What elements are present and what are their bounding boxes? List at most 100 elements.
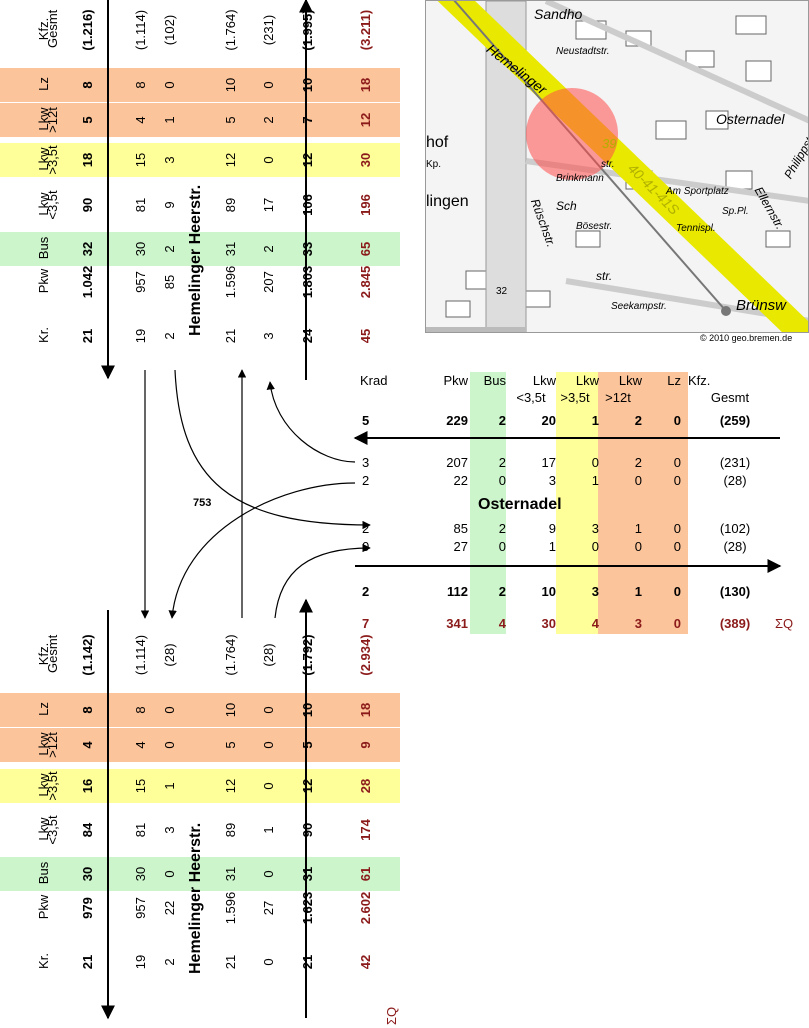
- right-header-kfz-gesamt-line2: Gesmt: [710, 390, 750, 405]
- right-band-lkw-gt12: [598, 372, 640, 634]
- right-cell-lkw-gt12: 2: [634, 455, 642, 470]
- right-header-lkw-lt35-line1: Lkw: [532, 373, 556, 388]
- turn-right-to-top-arrow: [266, 381, 356, 463]
- right-cell-bus: 2: [498, 413, 506, 428]
- right-cell-lkw-gt35: 0: [591, 455, 599, 470]
- map-label-hof: hof: [426, 134, 449, 151]
- map-label-line-39: 39: [602, 136, 617, 151]
- right-cell-lkw-gt12: 1: [634, 521, 642, 536]
- right-cell-lkw-gt35: 4: [591, 616, 599, 631]
- right-cell-lkw-gt12: 2: [634, 413, 642, 428]
- right-cell-lkw-gt35: 3: [591, 521, 599, 536]
- right-cell-kfz-gesamt: (389): [719, 616, 751, 631]
- right-header-krad-line1: Krad: [360, 373, 388, 388]
- right-header-lkw-gt12-line1: Lkw: [618, 373, 642, 388]
- right-cell-lz: 0: [673, 539, 681, 554]
- right-header-lkw-gt12-line2: >12t: [605, 390, 631, 405]
- right-cell-lkw-gt35: 3: [591, 584, 599, 599]
- right-cell-pkw: 207: [446, 455, 468, 470]
- right-sum-label: ΣQ: [775, 616, 794, 631]
- right-cell-lz: 0: [673, 473, 681, 488]
- right-cell-lkw-gt35: 1: [591, 473, 599, 488]
- band-bus: [0, 857, 400, 891]
- right-header-lkw-gt35-line2: >3,5t: [560, 390, 590, 405]
- map-copyright: © 2010 geo.bremen.de: [700, 333, 793, 343]
- right-cell-lkw-gt35: 0: [591, 539, 599, 554]
- right-cell-krad: 2: [362, 584, 370, 599]
- right-cell-kfz-gesamt: (28): [723, 473, 747, 488]
- right-cell-lkw-gt35: 1: [591, 413, 599, 428]
- map-label-kp: Kp.: [426, 159, 442, 170]
- right-cell-krad: 2: [362, 473, 370, 488]
- right-header-lkw-gt35-line1: Lkw: [575, 373, 599, 388]
- right-cell-pkw: 27: [453, 539, 468, 554]
- right-cell-bus: 4: [498, 616, 506, 631]
- right-cell-lkw-gt12: 3: [634, 616, 642, 631]
- map-label-brunsw: Brünsw: [736, 297, 787, 314]
- map-label-sch: Sch: [556, 199, 577, 213]
- center-value: 753: [193, 497, 212, 509]
- map-label-lingen: lingen: [426, 193, 469, 210]
- map-label-bosestr: Bösestr.: [576, 221, 613, 232]
- map-label-brinkmann: Brinkmann: [556, 173, 604, 184]
- right-cell-lkw-lt35: 30: [541, 616, 556, 631]
- right-cell-lkw-lt35: 1: [548, 539, 556, 554]
- right-cell-bus: 0: [498, 473, 506, 488]
- right-cell-pkw: 229: [446, 413, 468, 428]
- right-cell-krad: 3: [362, 455, 370, 470]
- right-cell-lkw-lt35: 10: [541, 584, 556, 599]
- right-cell-lz: 0: [673, 584, 681, 599]
- right-cell-bus: 2: [498, 584, 506, 599]
- right-cell-lz: 0: [673, 413, 681, 428]
- band-lkw-gt12: [0, 728, 400, 762]
- band-bus: [0, 232, 400, 266]
- map-label-osternadel: Osternadel: [716, 111, 785, 127]
- map-label-am-sportplatz: Am Sportplatz: [666, 186, 729, 197]
- right-cell-kfz-gesamt: (231): [719, 455, 751, 470]
- right-cell-kfz-gesamt: (259): [719, 413, 751, 428]
- right-cell-lz: 0: [673, 521, 681, 536]
- map-label-sppl: Sp.Pl.: [722, 206, 749, 217]
- location-map: Sandho Neustadtstr. Hemelinger Osternade…: [425, 0, 809, 333]
- right-cell-bus: 2: [498, 455, 506, 470]
- map-label-neustadtstr: Neustadtstr.: [556, 46, 610, 57]
- turn-top-to-right-arrow: [174, 369, 371, 530]
- right-cell-pkw: 112: [447, 584, 468, 599]
- band-lkw-gt35: [0, 143, 400, 177]
- right-cell-lkw-lt35: 3: [548, 473, 556, 488]
- turn-right-to-bottom-arrow: [168, 482, 356, 619]
- right-band-lz: [640, 372, 688, 634]
- right-cell-kfz-gesamt: (102): [719, 521, 751, 536]
- right-cell-lkw-lt35: 9: [548, 521, 556, 536]
- right-cell-krad: 5: [362, 413, 370, 428]
- right-street-label: Osternadel: [478, 496, 562, 513]
- right-header-lkw-lt35-line2: <3,5t: [516, 390, 546, 405]
- right-cell-pkw: 85: [453, 521, 468, 536]
- map-label-32: 32: [496, 286, 508, 297]
- map-label-seekampstr: Seekampstr.: [611, 301, 667, 312]
- band-lz: [0, 68, 400, 102]
- right-header-pkw-line1: Pkw: [443, 373, 468, 388]
- right-cell-lkw-gt12: 1: [634, 584, 642, 599]
- right-cell-bus: 0: [498, 539, 506, 554]
- right-band-lkw-gt35: [556, 372, 598, 634]
- right-cell-krad: 7: [362, 616, 370, 631]
- band-lz: [0, 693, 400, 727]
- band-lkw-gt12: [0, 103, 400, 137]
- band-lkw-gt35: [0, 769, 400, 803]
- right-cell-kfz-gesamt: (130): [719, 584, 751, 599]
- right-cell-pkw: 22: [453, 473, 468, 488]
- right-cell-lkw-lt35: 20: [541, 413, 556, 428]
- map-label-str2: str.: [596, 269, 613, 283]
- right-cell-lkw-gt12: 0: [634, 473, 642, 488]
- right-cell-lkw-gt12: 0: [634, 539, 642, 554]
- map-label-sandho: Sandho: [534, 6, 583, 22]
- right-cell-pkw: 341: [446, 616, 468, 631]
- map-label-tennispl: Tennispl.: [676, 223, 716, 234]
- right-cell-bus: 2: [498, 521, 506, 536]
- right-band-bus: [470, 372, 506, 634]
- right-cell-lz: 0: [673, 616, 681, 631]
- right-cell-kfz-gesamt: (28): [723, 539, 747, 554]
